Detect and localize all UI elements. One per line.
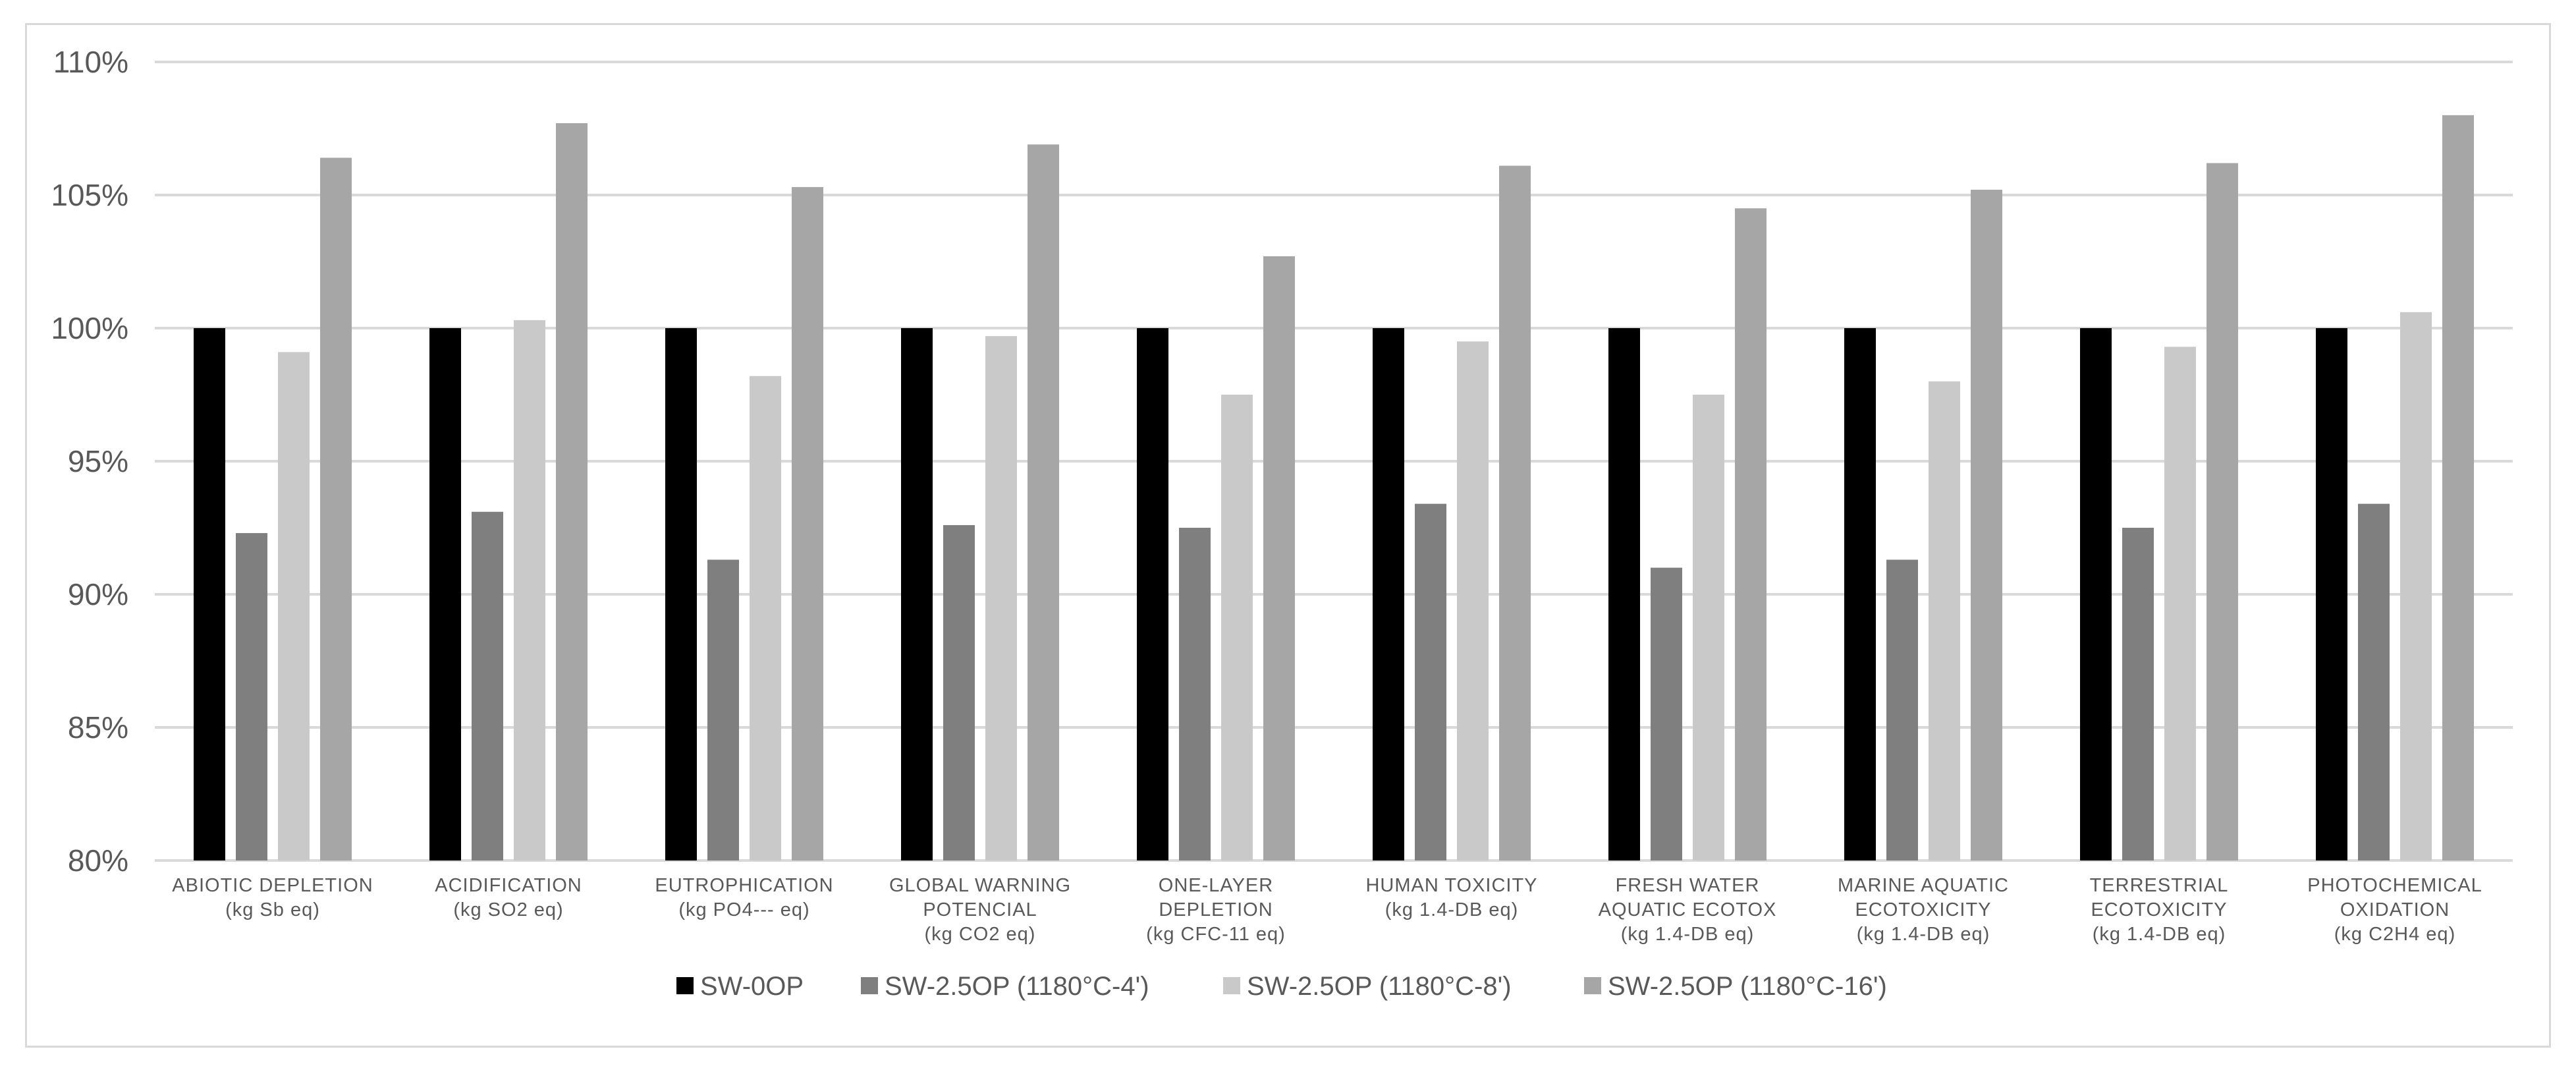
- x-tick-label: (kg SO2 eq): [453, 899, 563, 920]
- bar: [1735, 208, 1767, 860]
- bar: [1651, 567, 1682, 860]
- bar: [943, 524, 975, 860]
- x-tick-label: (kg 1.4-DB eq): [1857, 924, 1990, 945]
- bar: [1137, 328, 1168, 860]
- x-tick-label: GLOBAL WARNING: [889, 875, 1071, 896]
- x-tick-label: (kg 1.4-DB eq): [1385, 899, 1519, 920]
- y-tick-label: 95%: [68, 444, 128, 478]
- bar: [1608, 328, 1640, 860]
- legend-label: SW-2.5OP (1180°C-4'): [885, 972, 1149, 1001]
- bar: [1221, 395, 1253, 860]
- x-tick-label: (kg CO2 eq): [925, 924, 1036, 945]
- x-tick-label: EUTROPHICATION: [655, 875, 833, 896]
- y-tick-label: 90%: [68, 577, 128, 611]
- bar: [2442, 115, 2474, 860]
- bar: [1844, 328, 1876, 860]
- x-tick-label: (kg C2H4 eq): [2334, 924, 2455, 945]
- bar: [1971, 189, 2002, 860]
- bar: [2358, 503, 2390, 860]
- x-tick-label: (kg PO4--- eq): [678, 899, 809, 920]
- bar: [1415, 503, 1446, 860]
- bar: [1179, 528, 1211, 860]
- bar: [514, 320, 545, 860]
- y-tick-label: 105%: [51, 178, 128, 212]
- bar: [1499, 165, 1531, 860]
- bar: [1886, 559, 1918, 860]
- gridlines: [155, 61, 2513, 862]
- legend-label: SW-0OP: [700, 972, 804, 1001]
- bar: [2400, 312, 2432, 860]
- y-tick-label: 110%: [53, 45, 128, 79]
- x-tick-label: ONE-LAYER: [1159, 875, 1273, 896]
- bar: [2080, 328, 2112, 860]
- y-tick-label: 80%: [68, 843, 128, 878]
- x-tick-label: (kg Sb eq): [225, 899, 320, 920]
- bar: [1373, 328, 1404, 860]
- x-tick-label: OXIDATION: [2340, 899, 2450, 920]
- bar: [665, 328, 697, 860]
- bar: [278, 352, 310, 860]
- x-tick-label: HUMAN TOXICITY: [1365, 875, 1537, 896]
- y-axis-ticks: 80% 85% 90% 95% 100% 105% 110%: [51, 45, 128, 878]
- bar: [2206, 163, 2238, 860]
- x-tick-label: AQUATIC ECOTOX: [1599, 899, 1777, 920]
- bar: [1028, 144, 1059, 861]
- legend-label: SW-2.5OP (1180°C-16'): [1608, 972, 1887, 1001]
- legend-swatch: [1584, 977, 1601, 994]
- x-tick-label: ECOTOXICITY: [1855, 899, 1991, 920]
- legend-swatch: [861, 977, 878, 994]
- x-tick-label: TERRESTRIAL: [2090, 875, 2229, 896]
- x-tick-label: FRESH WATER: [1616, 875, 1760, 896]
- x-tick-label: PHOTOCHEMICAL: [2307, 875, 2482, 896]
- bar: [320, 157, 352, 861]
- x-tick-label: ECOTOXICITY: [2091, 899, 2227, 920]
- bar: [985, 336, 1017, 860]
- bar: [1457, 341, 1489, 860]
- bar: [1693, 395, 1724, 860]
- x-axis-labels: ABIOTIC DEPLETION (kg Sb eq) ACIDIFICATION…: [172, 875, 2482, 945]
- bar: [556, 123, 588, 860]
- bar: [194, 328, 225, 860]
- legend: SW-0OP SW-2.5OP (1180°C-4') SW-2.5OP (1180…: [676, 972, 1887, 1001]
- bar: [792, 186, 823, 860]
- x-tick-label: (kg CFC-11 eq): [1146, 924, 1286, 945]
- bar: [472, 511, 503, 860]
- x-tick-label: (kg 1.4-DB eq): [2093, 924, 2226, 945]
- bar: [2164, 347, 2196, 860]
- x-tick-label: ACIDIFICATION: [435, 875, 582, 896]
- x-tick-label: (kg 1.4-DB eq): [1621, 924, 1755, 945]
- bar: [1263, 256, 1295, 860]
- legend-swatch: [676, 977, 694, 994]
- x-tick-label: POTENCIAL: [923, 899, 1037, 920]
- legend-swatch: [1223, 977, 1240, 994]
- bar: [707, 559, 739, 860]
- x-tick-label: DEPLETION: [1159, 899, 1273, 920]
- x-tick-label: ABIOTIC DEPLETION: [172, 875, 373, 896]
- y-tick-label: 85%: [68, 710, 128, 745]
- x-tick-label: MARINE AQUATIC: [1838, 875, 2009, 896]
- legend-label: SW-2.5OP (1180°C-8'): [1247, 972, 1512, 1001]
- bars: [194, 115, 2474, 861]
- y-tick-label: 100%: [51, 311, 128, 345]
- bar: [429, 328, 461, 860]
- bar: [2122, 528, 2154, 860]
- bar: [901, 328, 933, 860]
- bar: [236, 533, 267, 860]
- bar: [1929, 381, 1960, 860]
- bar: [2316, 328, 2347, 860]
- bar: [750, 376, 781, 860]
